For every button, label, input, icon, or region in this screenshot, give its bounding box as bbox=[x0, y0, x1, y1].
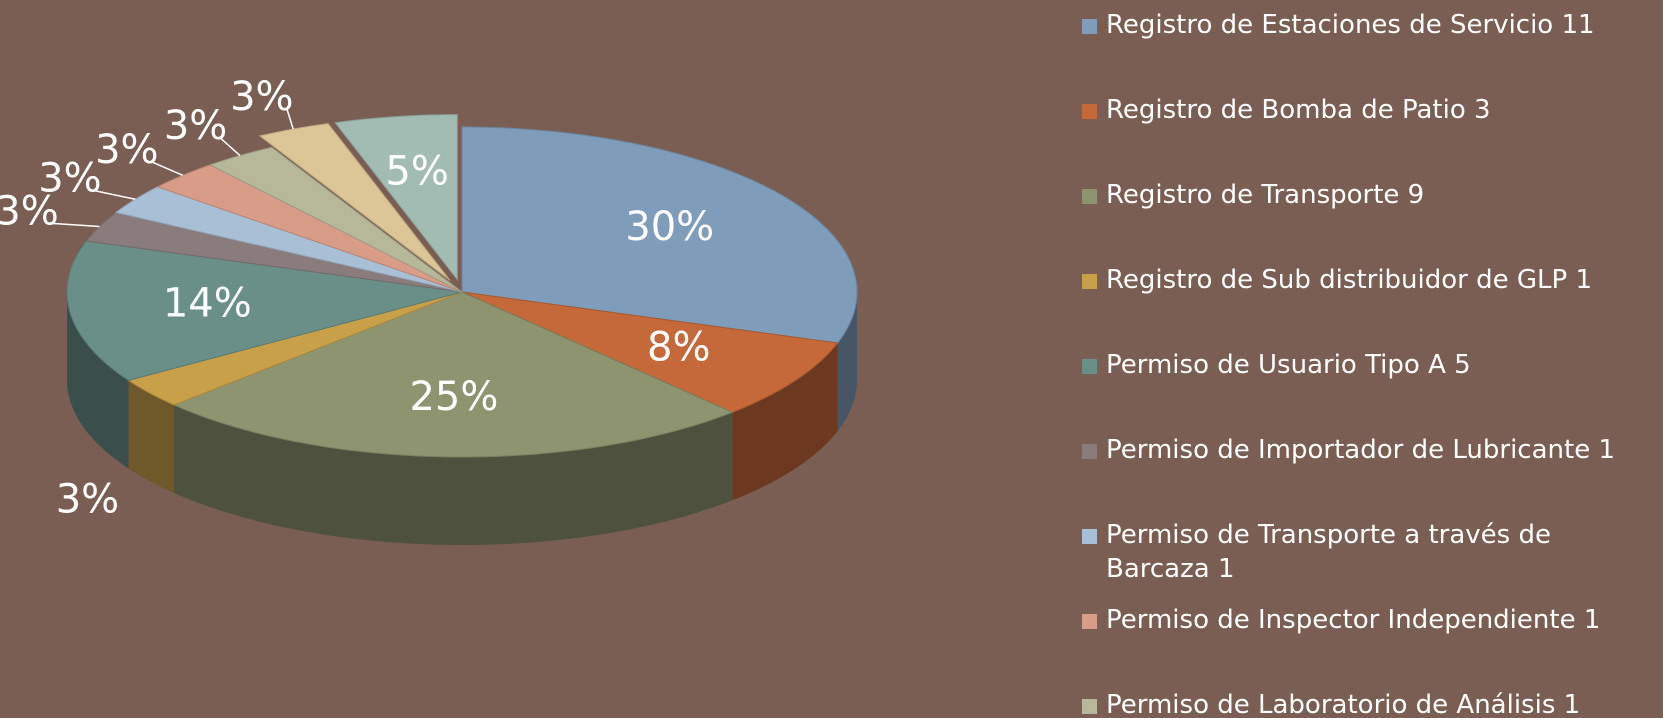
legend-label: Registro de Sub distribuidor de GLP 1 bbox=[1106, 265, 1593, 295]
pie-slice bbox=[156, 164, 463, 293]
legend-item: Permiso de Laboratorio de Análisis 1 bbox=[1078, 688, 1658, 718]
pie-slice bbox=[258, 123, 451, 281]
legend-swatch bbox=[1082, 274, 1097, 289]
legend-item: Registro de Bomba de Patio 3 bbox=[1078, 93, 1658, 127]
pie-slice bbox=[85, 211, 463, 293]
data-label: 30% bbox=[625, 204, 714, 250]
data-label: 3% bbox=[95, 127, 158, 173]
leader-line bbox=[51, 222, 100, 228]
pie-slice bbox=[208, 146, 463, 293]
slice-side bbox=[174, 404, 733, 545]
data-label: 5% bbox=[385, 149, 448, 195]
data-label: 3% bbox=[56, 476, 119, 522]
leader-line bbox=[151, 161, 183, 177]
slice-side bbox=[67, 292, 129, 469]
legend-swatch bbox=[1082, 104, 1097, 119]
legend-item: Permiso de Usuario Tipo A 5 bbox=[1078, 348, 1658, 382]
slice-side bbox=[732, 342, 838, 501]
legend-label: Registro de Estaciones de Servicio 11 bbox=[1106, 10, 1595, 40]
legend-swatch bbox=[1082, 614, 1097, 629]
leader-line bbox=[286, 108, 294, 130]
legend-item: Permiso de Transporte a través de Barcaz… bbox=[1078, 518, 1658, 586]
legend-label: Permiso de Usuario Tipo A 5 bbox=[1106, 350, 1471, 380]
data-label: 14% bbox=[163, 280, 252, 326]
data-label: 3% bbox=[164, 103, 227, 149]
data-label: 25% bbox=[409, 374, 498, 420]
legend-label: Registro de Bomba de Patio 3 bbox=[1106, 95, 1491, 125]
pie-plot: 30%8%25%3%14%3%3%3%3%3%5% bbox=[0, 74, 858, 545]
slice-side bbox=[837, 292, 857, 431]
legend-label: Registro de Transporte 9 bbox=[1106, 180, 1425, 210]
legend-swatch bbox=[1082, 359, 1097, 374]
legend-item: Permiso de Importador de Lubricante 1 bbox=[1078, 433, 1658, 467]
legend-swatch bbox=[1082, 529, 1097, 544]
legend-swatch bbox=[1082, 444, 1097, 459]
legend-swatch bbox=[1082, 19, 1097, 34]
pie-slice bbox=[66, 240, 463, 381]
legend-item: Permiso de Inspector Independiente 1 bbox=[1078, 603, 1658, 637]
data-label: 3% bbox=[38, 156, 101, 202]
legend-swatch bbox=[1082, 189, 1097, 204]
legend-label: Permiso de Laboratorio de Análisis 1 bbox=[1106, 690, 1581, 718]
legend-label: Permiso de Transporte a través de Barcaz… bbox=[1106, 520, 1551, 584]
pie-slice bbox=[172, 291, 734, 458]
pie-slice bbox=[127, 291, 463, 406]
leader-line bbox=[220, 137, 241, 157]
legend-item: Registro de Estaciones de Servicio 11 bbox=[1078, 8, 1658, 42]
data-label: 8% bbox=[647, 324, 710, 370]
pie-slice bbox=[334, 114, 458, 282]
pie-slice bbox=[461, 291, 839, 413]
pie-slice bbox=[461, 126, 858, 344]
slice-side bbox=[128, 380, 175, 493]
legend-item: Registro de Transporte 9 bbox=[1078, 178, 1658, 212]
leader-line bbox=[94, 189, 136, 200]
legend-label: Permiso de Importador de Lubricante 1 bbox=[1106, 435, 1615, 465]
legend-swatch bbox=[1082, 699, 1097, 714]
data-label: 3% bbox=[230, 74, 293, 120]
legend-item: Registro de Sub distribuidor de GLP 1 bbox=[1078, 263, 1658, 297]
legend-label: Permiso de Inspector Independiente 1 bbox=[1106, 605, 1601, 635]
data-label: 3% bbox=[0, 188, 59, 234]
